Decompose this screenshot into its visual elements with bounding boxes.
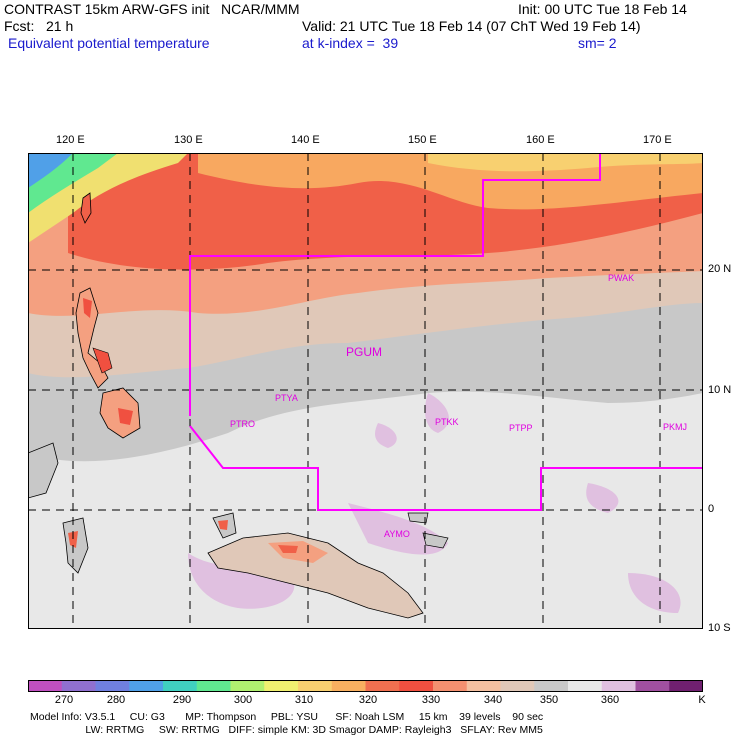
- land-taiwan: [80, 192, 92, 224]
- colorbar-swatch: [433, 680, 468, 692]
- field-name: Equivalent potential temperature: [8, 35, 210, 51]
- theta-patch-360: [375, 423, 397, 448]
- colorbar-swatch: [129, 680, 164, 692]
- model-info-line2: LW: RRTMG SW: RRTMG DIFF: simple KM: 3D …: [30, 724, 543, 736]
- colorbar-swatch: [635, 680, 670, 692]
- map-border: [28, 153, 703, 629]
- colorbar-swatch: [196, 680, 231, 692]
- forecast-hour: Fcst: 21 h: [4, 18, 74, 34]
- land-new-britain: [407, 512, 429, 524]
- init-time: Init: 00 UTC Tue 18 Feb 14: [518, 1, 687, 17]
- colorbar-label: 300: [233, 694, 253, 706]
- colorbar-swatch: [28, 680, 63, 692]
- nested-domain-outline-north: [189, 153, 601, 416]
- colorbar-label: 360: [600, 694, 620, 706]
- theta-band-315: [428, 153, 703, 172]
- station-label: PTYA: [275, 393, 298, 403]
- lon-tick: 140 E: [291, 134, 320, 146]
- colorbar-swatch: [601, 680, 636, 692]
- lat-tick: 10 N: [708, 384, 732, 396]
- colorbar-swatch: [365, 680, 400, 692]
- colorbar-swatch: [568, 680, 603, 692]
- colorbar-swatch: [466, 680, 501, 692]
- land-borneo: [28, 442, 59, 499]
- lat-tick: 0: [708, 503, 715, 515]
- station-label: PTRO: [230, 419, 256, 429]
- lon-tick: 150 E: [408, 134, 437, 146]
- station-label: PTPP: [509, 423, 533, 433]
- level-index: at k-index = 39: [302, 35, 399, 51]
- station-label: PKMJ: [663, 422, 688, 432]
- theta-e-map: [28, 153, 703, 629]
- theta-patch-360: [628, 573, 681, 613]
- theta-patch-360: [586, 483, 619, 513]
- nested-domain-outline-south: [189, 425, 703, 511]
- colorbar-label: 270: [54, 694, 74, 706]
- colorbar-swatch: [298, 680, 333, 692]
- lon-tick: 170 E: [643, 134, 672, 146]
- lon-tick: 130 E: [174, 134, 203, 146]
- colorbar-swatch: [163, 680, 198, 692]
- colorbar-swatch: [331, 680, 366, 692]
- station-label: PTKK: [435, 417, 459, 427]
- colorbar-unit: K: [698, 694, 706, 706]
- lon-tick: 160 E: [526, 134, 555, 146]
- colorbar-label: 330: [421, 694, 441, 706]
- theta-patch-360: [425, 393, 449, 433]
- model-title: CONTRAST 15km ARW-GFS init NCAR/MMM: [4, 1, 300, 17]
- colorbar-swatch: [534, 680, 569, 692]
- colorbar-swatch: [399, 680, 434, 692]
- model-info-line1: Model Info: V3.5.1 CU: G3 MP: Thompson P…: [30, 711, 544, 723]
- lat-tick: 20 N: [708, 263, 732, 275]
- colorbar-label: 280: [106, 694, 126, 706]
- land-new-guinea: [207, 532, 424, 619]
- colorbar: [28, 680, 703, 692]
- colorbar-swatch: [264, 680, 299, 692]
- colorbar-swatch: [95, 680, 130, 692]
- colorbar-swatch: [230, 680, 265, 692]
- land-luzon-core: [83, 298, 92, 318]
- theta-patch-360: [188, 553, 295, 609]
- colorbar-swatch: [669, 680, 703, 692]
- colorbar-swatch: [61, 680, 96, 692]
- colorbar-border: [28, 680, 703, 692]
- colorbar-label: 340: [483, 694, 503, 706]
- theta-band-285: [28, 153, 73, 188]
- station-label: PGUM: [346, 345, 382, 359]
- colorbar-label: 290: [172, 694, 192, 706]
- station-label: AYMO: [384, 529, 410, 539]
- colorbar-label: 350: [539, 694, 559, 706]
- colorbar-label: 310: [294, 694, 314, 706]
- lon-tick: 120 E: [56, 134, 85, 146]
- smoothing: sm= 2: [578, 35, 617, 51]
- theta-patch-360: [348, 503, 448, 555]
- lat-tick: 10 S: [708, 622, 731, 634]
- colorbar-label: 320: [358, 694, 378, 706]
- colorbar-swatch: [500, 680, 535, 692]
- land-new-ireland: [422, 532, 449, 549]
- station-label: PWAK: [608, 273, 635, 283]
- valid-time: Valid: 21 UTC Tue 18 Feb 14 (07 ChT Wed …: [302, 18, 641, 34]
